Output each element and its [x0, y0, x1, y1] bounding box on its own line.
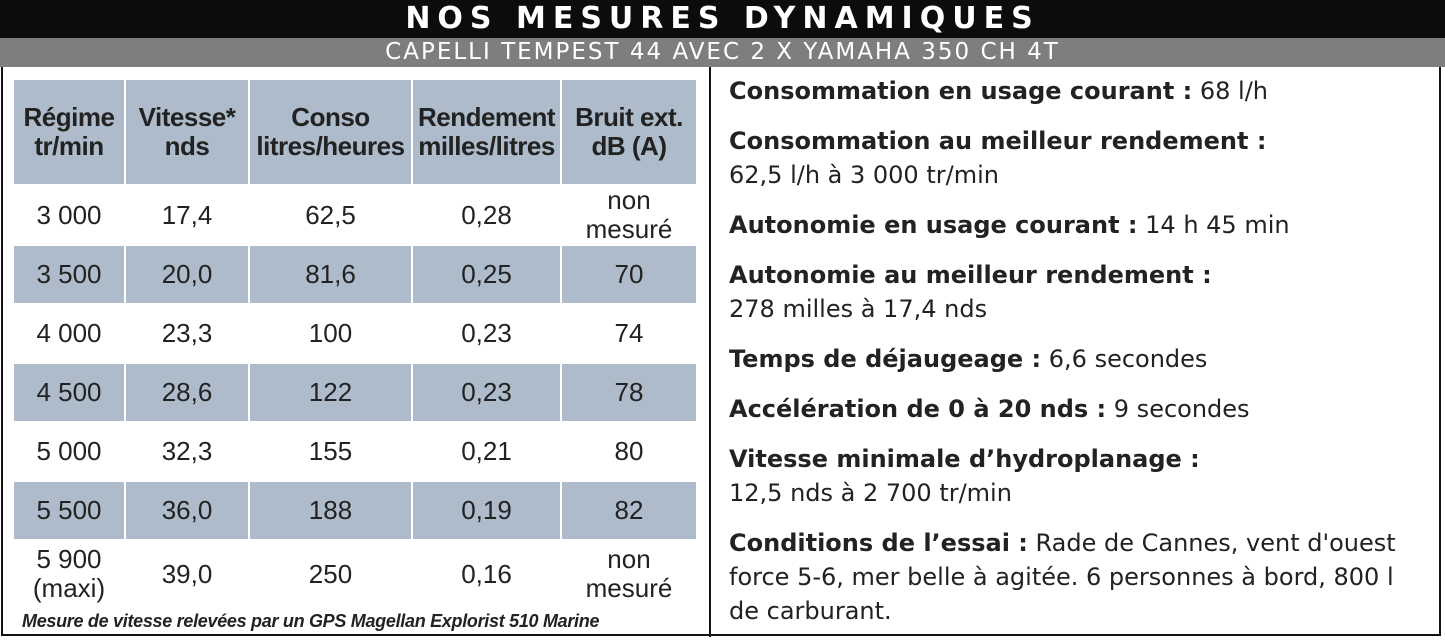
cell-vitesse: 28,6	[126, 364, 250, 423]
spec-item: Consommation en usage courant : 68 l/h	[729, 74, 1429, 108]
table-row: 3 500 20,0 81,6 0,25 70	[14, 246, 698, 305]
spec-value: 9 secondes	[1106, 395, 1250, 423]
spec-item: Temps de déjaugeage : 6,6 secondes	[729, 342, 1429, 376]
cell-regime: 5 900 (maxi)	[14, 541, 126, 609]
cell-regime: 5 000	[14, 423, 126, 482]
specs-list: Consommation en usage courant : 68 l/h Co…	[729, 74, 1429, 644]
spec-value: Rade de Cannes, vent d'ouest force 5-6, …	[729, 529, 1396, 625]
column-header-bruit: Bruit ext. dB (A)	[562, 80, 698, 186]
spec-item: Conditions de l’essai : Rade de Cannes, …	[729, 526, 1429, 628]
cell-vitesse: 39,0	[126, 541, 250, 609]
spec-value: 6,6 secondes	[1041, 345, 1208, 373]
cell-rendement: 0,25	[413, 246, 562, 305]
cell-bruit: 74	[562, 305, 698, 364]
performance-table: Régime tr/min Vitesse* nds Conso litres/heu…	[14, 80, 698, 609]
spec-item: Accélération de 0 à 20 nds : 9 secondes	[729, 392, 1429, 426]
cell-conso: 188	[250, 482, 413, 541]
cell-bruit: 78	[562, 364, 698, 423]
cell-regime: 4 500	[14, 364, 126, 423]
cell-conso: 100	[250, 305, 413, 364]
cell-vitesse: 36,0	[126, 482, 250, 541]
table-row: 4 500 28,6 122 0,23 78	[14, 364, 698, 423]
cell-bruit: non mesuré	[562, 186, 698, 246]
cell-rendement: 0,16	[413, 541, 562, 609]
content-frame	[1, 67, 1441, 636]
spec-label: Autonomie en usage courant :	[729, 211, 1138, 239]
table-row: 4 000 23,3 100 0,23 74	[14, 305, 698, 364]
column-divider	[709, 67, 711, 637]
spec-value: 14 h 45 min	[1137, 211, 1290, 239]
footnote: Mesure de vitesse relevées par un GPS Ma…	[22, 611, 600, 631]
spec-label: Accélération de 0 à 20 nds :	[729, 395, 1107, 423]
spec-item: Vitesse minimale d’hydroplanage : 12,5 nd…	[729, 442, 1429, 510]
spec-value: 68 l/h	[1192, 77, 1269, 105]
spec-label: Autonomie au meilleur rendement :	[729, 261, 1212, 289]
cell-conso: 81,6	[250, 246, 413, 305]
cell-vitesse: 23,3	[126, 305, 250, 364]
cell-conso: 62,5	[250, 186, 413, 246]
page-subtitle: CAPELLI TEMPEST 44 AVEC 2 X YAMAHA 350 C…	[0, 38, 1445, 67]
column-header-rendement: Rendement milles/litres	[413, 80, 562, 186]
cell-bruit: non mesuré	[562, 541, 698, 609]
cell-bruit: 80	[562, 423, 698, 482]
spec-label: Vitesse minimale d’hydroplanage :	[729, 445, 1200, 473]
cell-rendement: 0,23	[413, 305, 562, 364]
spec-item: Autonomie au meilleur rendement : 278 mil…	[729, 258, 1429, 326]
cell-bruit: 70	[562, 246, 698, 305]
cell-rendement: 0,23	[413, 364, 562, 423]
spec-item: Consommation au meilleur rendement : 62,5…	[729, 124, 1429, 192]
spec-item: Autonomie en usage courant : 14 h 45 min	[729, 208, 1429, 242]
column-header-conso: Conso litres/heures	[250, 80, 413, 186]
spec-label: Consommation en usage courant :	[729, 77, 1193, 105]
spec-value: 278 milles à 17,4 nds	[729, 295, 988, 323]
cell-regime: 3 500	[14, 246, 126, 305]
cell-rendement: 0,21	[413, 423, 562, 482]
spec-label: Consommation au meilleur rendement :	[729, 127, 1267, 155]
table-row: 5 900 (maxi) 39,0 250 0,16 non mesuré	[14, 541, 698, 609]
table-row: 3 000 17,4 62,5 0,28 non mesuré	[14, 186, 698, 246]
cell-regime: 4 000	[14, 305, 126, 364]
cell-vitesse: 20,0	[126, 246, 250, 305]
cell-regime: 5 500	[14, 482, 126, 541]
cell-vitesse: 32,3	[126, 423, 250, 482]
spec-value: 12,5 nds à 2 700 tr/min	[729, 479, 1012, 507]
cell-rendement: 0,28	[413, 186, 562, 246]
cell-conso: 155	[250, 423, 413, 482]
cell-regime: 3 000	[14, 186, 126, 246]
spec-label: Conditions de l’essai :	[729, 529, 1028, 557]
column-header-vitesse: Vitesse* nds	[126, 80, 250, 186]
page-title: NOS MESURES DYNAMIQUES	[0, 0, 1445, 38]
table-row: 5 000 32,3 155 0,21 80	[14, 423, 698, 482]
cell-rendement: 0,19	[413, 482, 562, 541]
spec-label: Temps de déjaugeage :	[729, 345, 1042, 373]
column-header-regime: Régime tr/min	[14, 80, 126, 186]
spec-value: 62,5 l/h à 3 000 tr/min	[729, 161, 999, 189]
cell-vitesse: 17,4	[126, 186, 250, 246]
cell-bruit: 82	[562, 482, 698, 541]
table-row: 5 500 36,0 188 0,19 82	[14, 482, 698, 541]
cell-conso: 250	[250, 541, 413, 609]
cell-conso: 122	[250, 364, 413, 423]
table-header-row: Régime tr/min Vitesse* nds Conso litres/heu…	[14, 80, 698, 186]
